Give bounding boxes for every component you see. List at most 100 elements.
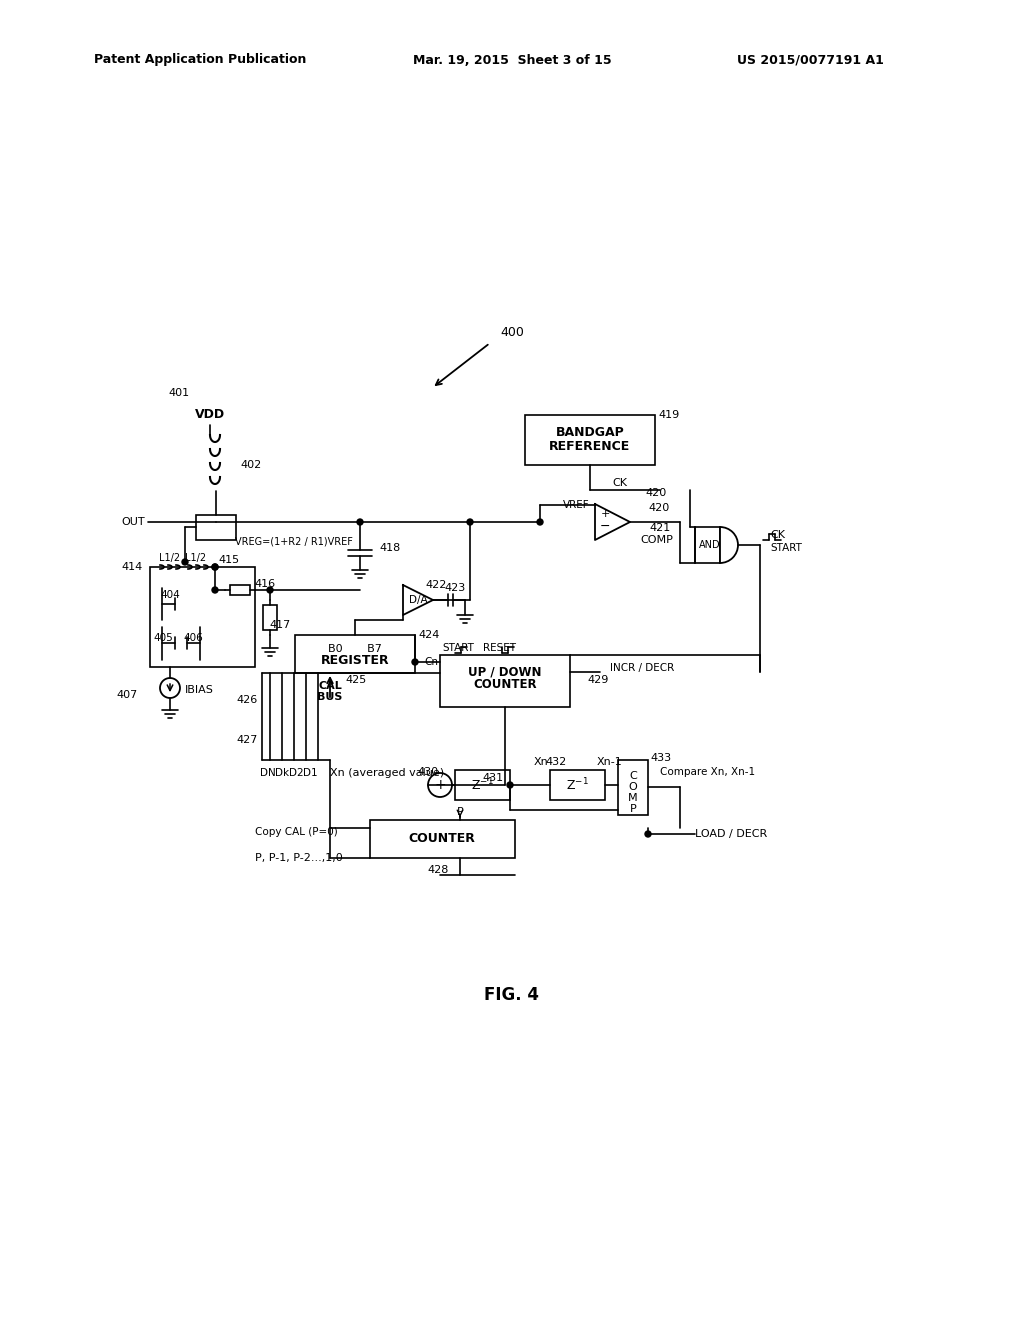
Text: VDD: VDD xyxy=(195,408,225,421)
Text: Patent Application Publication: Patent Application Publication xyxy=(94,54,306,66)
Text: 420: 420 xyxy=(645,488,667,498)
Text: 404: 404 xyxy=(160,590,180,601)
Text: AND: AND xyxy=(699,540,721,550)
Text: O: O xyxy=(629,781,637,792)
Text: VREG=(1+R2 / R1)VREF: VREG=(1+R2 / R1)VREF xyxy=(234,537,353,546)
Bar xyxy=(230,585,250,595)
Circle shape xyxy=(212,564,218,570)
Text: D2: D2 xyxy=(289,768,303,777)
Text: 418: 418 xyxy=(379,543,400,553)
Text: 414: 414 xyxy=(122,562,143,572)
Text: COUNTER: COUNTER xyxy=(473,678,537,692)
Polygon shape xyxy=(403,585,433,615)
Circle shape xyxy=(467,519,473,525)
Text: UP / DOWN: UP / DOWN xyxy=(468,665,542,678)
Circle shape xyxy=(357,519,362,525)
Text: Xn: Xn xyxy=(534,756,548,767)
Circle shape xyxy=(182,558,188,565)
Text: 416: 416 xyxy=(254,579,275,589)
Text: 420: 420 xyxy=(648,503,670,513)
Text: C: C xyxy=(629,771,637,781)
Text: B0       B7: B0 B7 xyxy=(328,644,382,653)
Bar xyxy=(525,414,655,465)
Bar xyxy=(150,568,255,667)
Text: REFERENCE: REFERENCE xyxy=(549,441,631,454)
Bar xyxy=(455,770,510,800)
Text: L1/2: L1/2 xyxy=(185,553,207,564)
Text: Compare Xn, Xn-1: Compare Xn, Xn-1 xyxy=(660,767,755,777)
Bar xyxy=(695,527,720,564)
Circle shape xyxy=(212,587,218,593)
Wedge shape xyxy=(720,527,738,564)
Text: Z$^{-1}$: Z$^{-1}$ xyxy=(471,776,494,793)
Text: COUNTER: COUNTER xyxy=(409,833,475,846)
Text: OUT: OUT xyxy=(122,517,145,527)
Bar xyxy=(196,515,236,540)
Text: L1/2: L1/2 xyxy=(160,553,180,564)
Text: 417: 417 xyxy=(269,620,291,630)
Text: +: + xyxy=(600,510,609,519)
Text: CAL: CAL xyxy=(318,681,342,690)
Circle shape xyxy=(412,659,418,665)
Text: 428: 428 xyxy=(427,865,449,875)
Text: FIG. 4: FIG. 4 xyxy=(484,986,540,1005)
Text: 405: 405 xyxy=(154,634,173,643)
Text: 429: 429 xyxy=(588,675,608,685)
Text: 407: 407 xyxy=(117,690,138,700)
Text: 430: 430 xyxy=(418,767,438,777)
Text: START: START xyxy=(442,643,474,653)
Bar xyxy=(618,760,648,814)
Circle shape xyxy=(212,564,218,570)
Bar xyxy=(550,770,605,800)
Text: Cn: Cn xyxy=(424,657,438,667)
Bar xyxy=(440,655,570,708)
Text: Dk: Dk xyxy=(274,768,289,777)
Text: 419: 419 xyxy=(658,411,679,420)
Text: DN: DN xyxy=(260,768,275,777)
Text: 421: 421 xyxy=(649,523,671,533)
Circle shape xyxy=(537,519,543,525)
Text: Copy CAL (P=0): Copy CAL (P=0) xyxy=(255,828,338,837)
Text: Z$^{-1}$: Z$^{-1}$ xyxy=(565,776,589,793)
Text: 427: 427 xyxy=(237,735,258,744)
Text: 424: 424 xyxy=(418,630,439,640)
Text: 406: 406 xyxy=(183,634,203,643)
Bar xyxy=(263,605,278,630)
Text: 415: 415 xyxy=(218,554,240,565)
Text: Xn (averaged value): Xn (averaged value) xyxy=(330,768,444,777)
Text: 433: 433 xyxy=(650,752,671,763)
Text: −: − xyxy=(600,520,610,532)
Polygon shape xyxy=(595,504,630,540)
Bar xyxy=(295,635,415,673)
Text: CK: CK xyxy=(612,478,628,488)
Text: LOAD / DECR: LOAD / DECR xyxy=(695,829,767,840)
Text: 426: 426 xyxy=(237,696,258,705)
Text: D/A: D/A xyxy=(409,595,427,605)
Circle shape xyxy=(267,587,273,593)
Text: VREF: VREF xyxy=(563,500,590,510)
Text: M: M xyxy=(628,793,638,803)
Text: P: P xyxy=(630,804,636,814)
Text: COMP: COMP xyxy=(640,535,673,545)
Text: IBIAS: IBIAS xyxy=(185,685,214,696)
Text: CK: CK xyxy=(770,531,785,540)
Text: 425: 425 xyxy=(345,675,367,685)
Text: 400: 400 xyxy=(500,326,524,339)
Text: 402: 402 xyxy=(240,459,261,470)
Circle shape xyxy=(507,781,513,788)
Text: REGISTER: REGISTER xyxy=(321,655,389,668)
Text: Mar. 19, 2015  Sheet 3 of 15: Mar. 19, 2015 Sheet 3 of 15 xyxy=(413,54,611,66)
Text: 423: 423 xyxy=(444,583,466,593)
Text: RESET: RESET xyxy=(483,643,516,653)
Text: START: START xyxy=(770,543,802,553)
Text: INCR / DECR: INCR / DECR xyxy=(610,663,674,673)
Text: 401: 401 xyxy=(168,388,189,399)
Text: 431: 431 xyxy=(482,774,504,783)
Text: D1: D1 xyxy=(303,768,317,777)
Text: P, P-1, P-2...,1,0: P, P-1, P-2...,1,0 xyxy=(255,853,343,863)
Text: Xn-1: Xn-1 xyxy=(597,756,623,767)
Text: +: + xyxy=(434,777,445,792)
Circle shape xyxy=(645,832,651,837)
Bar xyxy=(370,820,515,858)
Text: US 2015/0077191 A1: US 2015/0077191 A1 xyxy=(736,54,884,66)
